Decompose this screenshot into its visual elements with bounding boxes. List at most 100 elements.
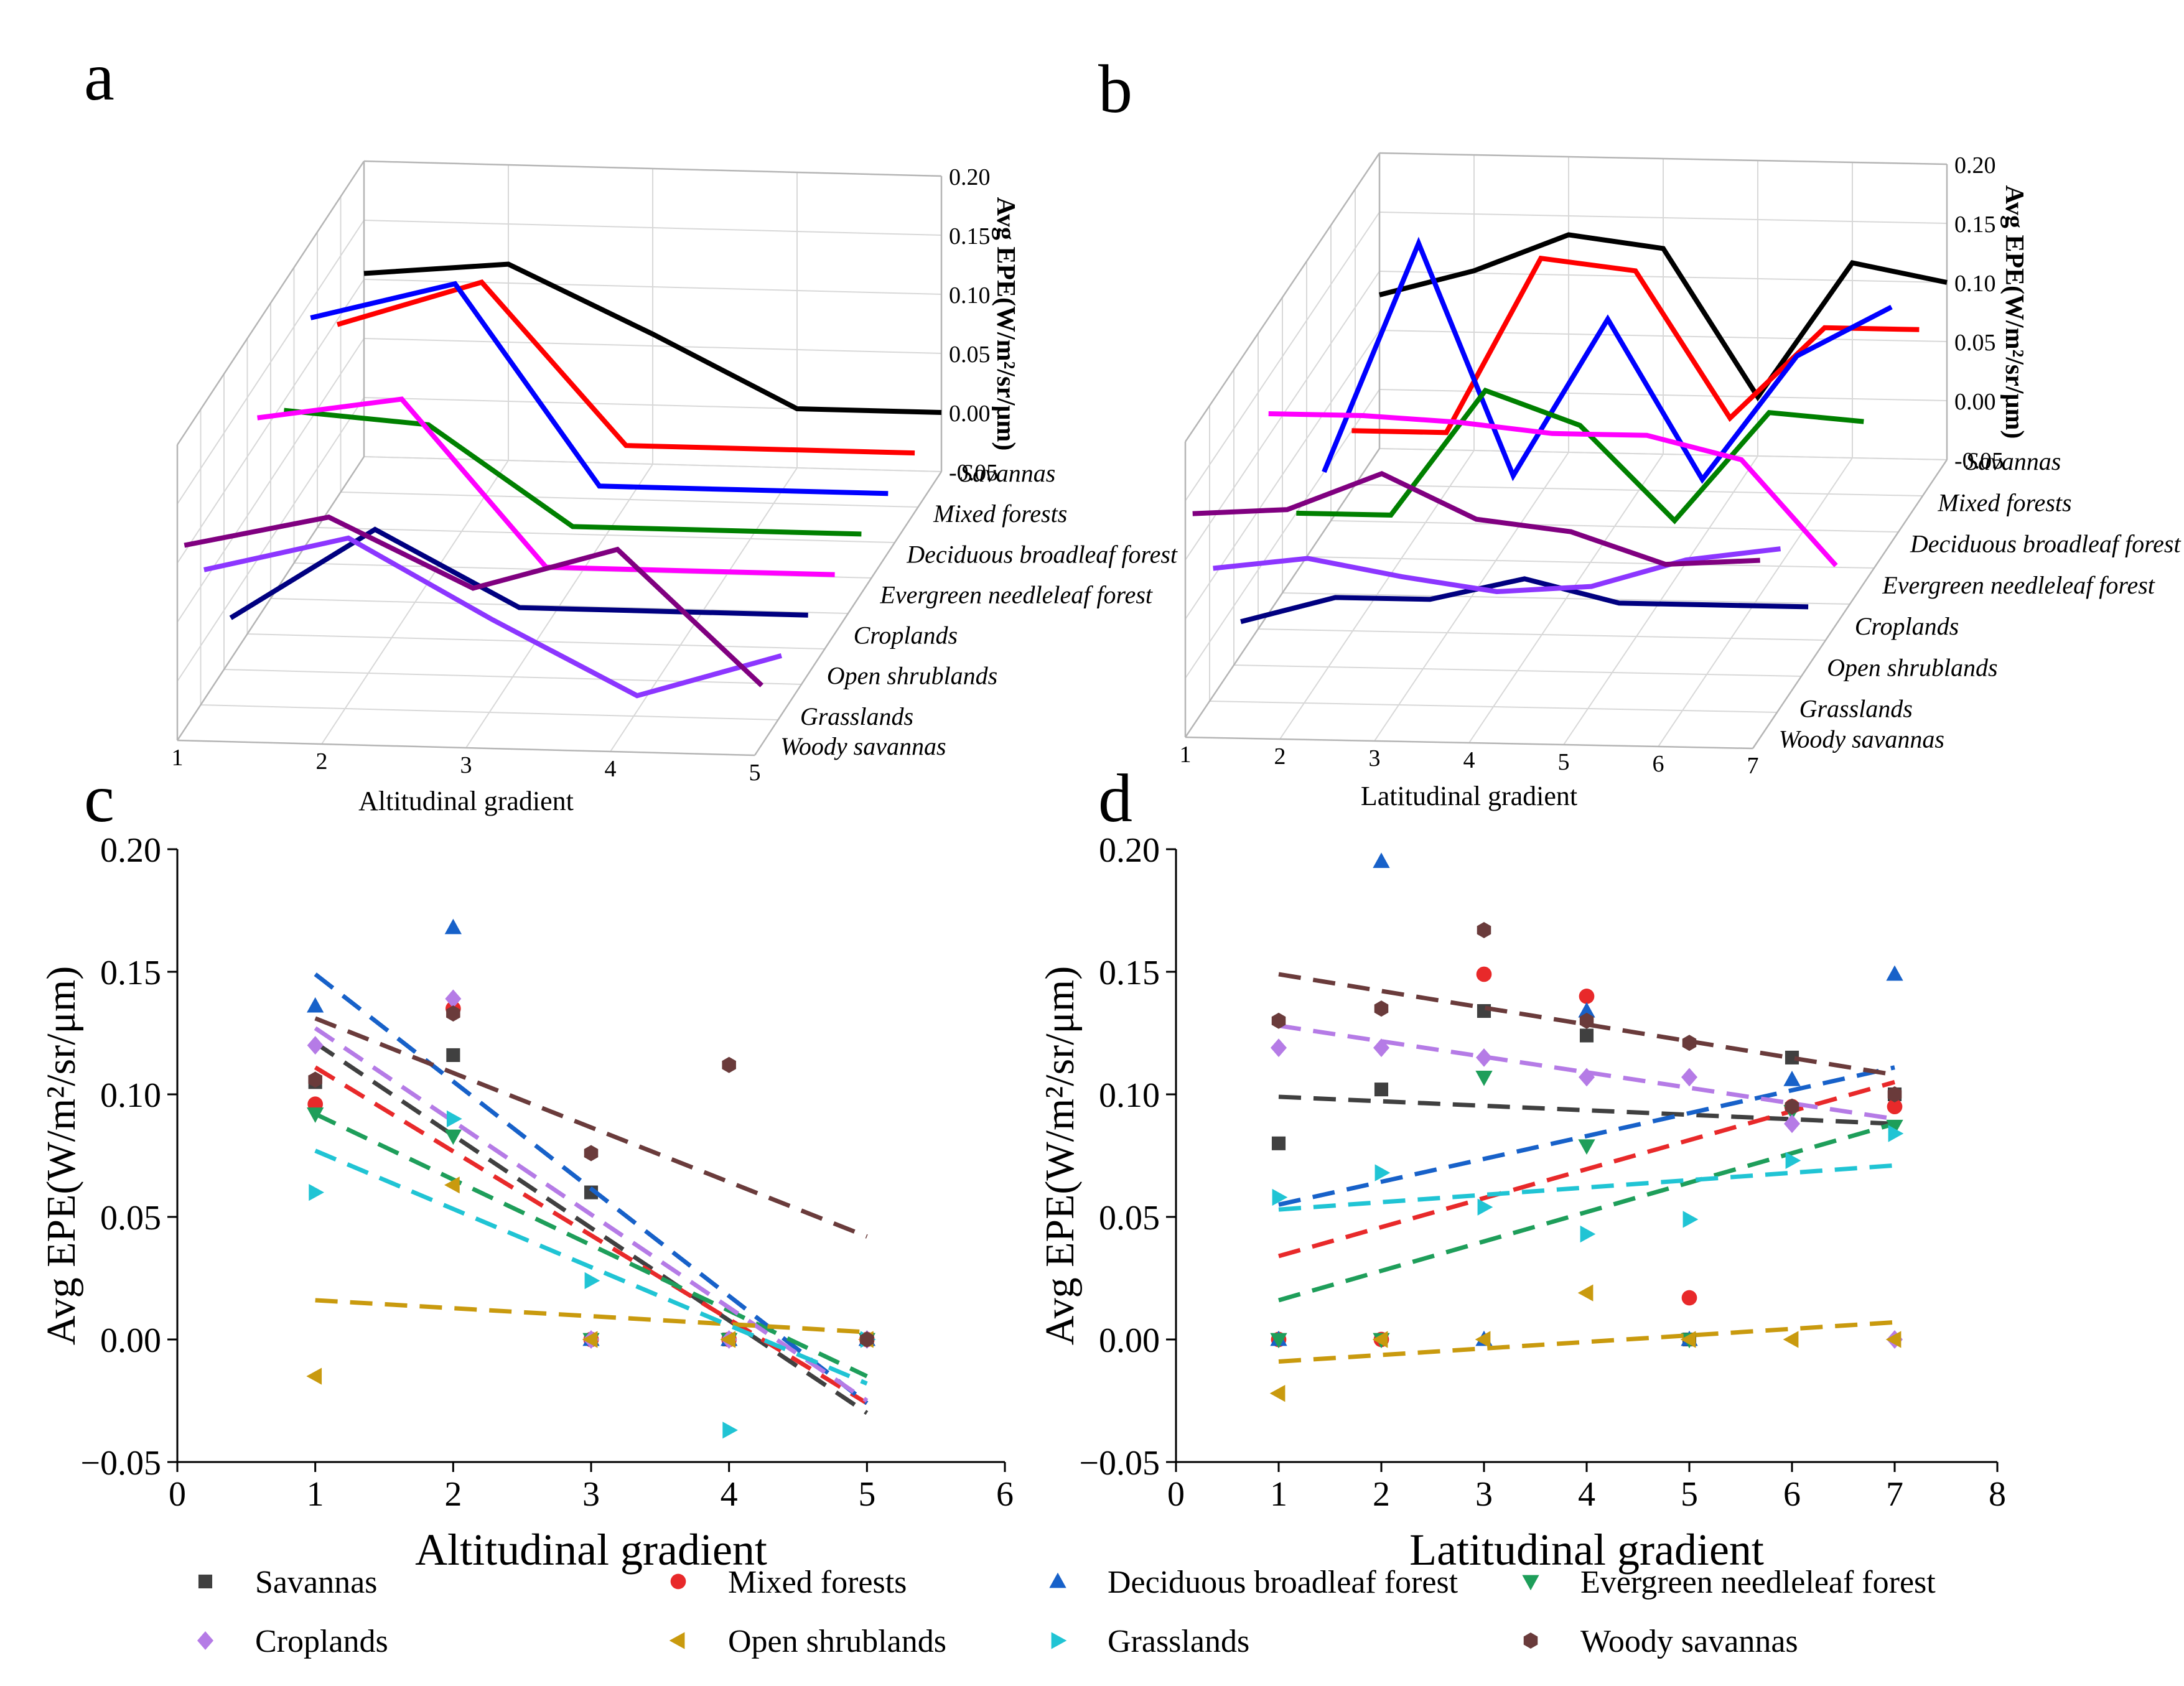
point-woody-savannas xyxy=(860,1331,874,1348)
point-grasslands xyxy=(1682,1211,1699,1228)
panel-label-a: a xyxy=(84,39,114,114)
z-tick-label: 0.05 xyxy=(1954,330,1996,356)
frame-edge xyxy=(1752,459,1948,749)
point-open-shrublands xyxy=(582,1331,598,1348)
point-woody-savannas xyxy=(1682,1035,1697,1051)
x-axis-label: Latitudinal gradient xyxy=(1409,1525,1764,1575)
point-deciduous-broadleaf-forest xyxy=(1783,1071,1801,1086)
z-tick-label: 0.05 xyxy=(949,342,991,368)
series-woody-savannas xyxy=(308,1005,874,1348)
depth-label-grasslands: Grasslands xyxy=(1799,695,1913,723)
x-axis-label: Latitudinal gradient xyxy=(1361,781,1577,811)
frame-b xyxy=(1184,152,1948,750)
x-tick-label: 1 xyxy=(172,745,184,771)
depth-label-croplands: Croplands xyxy=(854,622,958,650)
floor-grid-line xyxy=(200,704,778,720)
series-woody-savannas xyxy=(1271,922,1902,1115)
point-savannas xyxy=(1374,1083,1389,1097)
point-deciduous-broadleaf-forest xyxy=(1578,1002,1595,1018)
point-open-shrublands xyxy=(720,1331,736,1348)
point-woody-savannas xyxy=(1887,1086,1902,1102)
fit-line-savannas xyxy=(314,1041,869,1415)
line-savannas xyxy=(363,261,942,415)
line-mixed-forests xyxy=(1351,255,1920,435)
point-grasslands xyxy=(309,1183,324,1201)
panel-label-b: b xyxy=(1098,51,1132,127)
line-deciduous-broadleaf-forest xyxy=(310,281,889,496)
x-tick-label: 2 xyxy=(444,1475,462,1514)
floor-grid-line xyxy=(1355,484,1923,496)
z-axis-label: Avg EPE(W/m²/sr/μm) xyxy=(991,197,1020,451)
floor-grid-line xyxy=(1258,628,1826,641)
line-savannas xyxy=(1379,232,1948,402)
legend: Savannas Mixed forests Deciduous broadleaf… xyxy=(197,1565,1936,1659)
line-grasslands xyxy=(1213,546,1781,595)
point-croplands xyxy=(445,989,462,1008)
series-grasslands xyxy=(1272,1125,1904,1243)
x-tick-label: 1 xyxy=(1270,1475,1287,1514)
depth-label-woody-savannas: Woody savannas xyxy=(780,732,946,760)
frame-edge xyxy=(1379,152,1948,165)
x-tick-label: 3 xyxy=(460,752,472,778)
x-axis-label: Altitudinal gradient xyxy=(415,1525,767,1575)
fit-line-open-shrublands xyxy=(1278,1320,1895,1364)
x-tick-label: 4 xyxy=(1463,747,1475,773)
line-woody-savannas xyxy=(184,515,764,687)
y-tick-label: 0.15 xyxy=(100,954,161,992)
fit-line-grasslands xyxy=(314,1148,868,1386)
legend-marker-mixed-forests xyxy=(670,1573,686,1590)
x-tick-label: 3 xyxy=(582,1475,600,1514)
floor-grid-line xyxy=(223,669,802,685)
point-savannas xyxy=(1477,1004,1491,1018)
point-savannas xyxy=(1271,1136,1286,1150)
axes-d: 0 1 2 3 4 5 6 7 8 0.20 0.15 0.10 0.05 0.00 −0.05 Latitu… xyxy=(1037,831,2006,1575)
point-grasslands xyxy=(446,1110,462,1128)
point-savannas xyxy=(446,1048,460,1063)
fit-line-croplands xyxy=(314,1026,869,1403)
point-open-shrublands xyxy=(1680,1331,1696,1348)
depth-label-open-shrublands: Open shrublands xyxy=(827,662,997,690)
legend-label-deciduous-broadleaf-forest: Deciduous broadleaf forest xyxy=(1108,1565,1458,1600)
chart-c-scatter: 0 1 2 3 4 5 6 0.20 0.15 0.10 0.05 0.00 −0.05 Altitudi… xyxy=(39,831,1014,1575)
x-tick-label: 1 xyxy=(307,1475,324,1514)
fit-line-woody-savannas xyxy=(314,1016,868,1239)
point-open-shrublands xyxy=(444,1176,460,1194)
x-tick-label: 5 xyxy=(858,1475,875,1514)
depth-label-woody-savannas: Woody savannas xyxy=(1779,725,1944,753)
x-tick-label: 5 xyxy=(1558,749,1570,775)
legend-marker-grasslands xyxy=(1051,1632,1067,1649)
y-axis-label: Avg EPE(W/m²/sr/μm) xyxy=(1037,966,1083,1345)
point-grasslands xyxy=(722,1422,738,1439)
x-tick-label: 2 xyxy=(1373,1475,1390,1514)
point-deciduous-broadleaf-forest xyxy=(1886,965,1903,981)
x-tick-label: 0 xyxy=(1167,1475,1185,1514)
y-tick-label: 0.15 xyxy=(1099,954,1160,992)
line-open-shrublands xyxy=(1240,576,1809,625)
legend-marker-savannas xyxy=(198,1574,213,1589)
legend-label-mixed-forests: Mixed forests xyxy=(728,1565,907,1600)
depth-label-mixed-forests: Mixed forests xyxy=(933,500,1067,528)
x-tick-label: 7 xyxy=(1886,1475,1903,1514)
point-evergreen-needleleaf-forest xyxy=(1886,1119,1903,1135)
legend-label-evergreen-needleleaf-forest: Evergreen needleleaf forest xyxy=(1580,1565,1936,1600)
point-mixed-forests xyxy=(1476,966,1492,982)
point-croplands xyxy=(1784,1114,1800,1134)
z-tick-label: 0.15 xyxy=(949,223,991,249)
y-tick-label: 0.10 xyxy=(100,1076,161,1115)
point-woody-savannas xyxy=(446,1005,460,1022)
point-croplands xyxy=(1373,1038,1389,1058)
z-tick-label: 0.00 xyxy=(1954,389,1996,415)
depth-label-open-shrublands: Open shrublands xyxy=(1827,653,1997,681)
point-open-shrublands xyxy=(1269,1385,1286,1402)
fit-line-deciduous-broadleaf-forest xyxy=(314,972,869,1405)
series-open-shrublands xyxy=(1269,1284,1902,1402)
depth-label-savannas: Savannas xyxy=(960,459,1055,487)
point-mixed-forests xyxy=(1887,1099,1903,1115)
x-tick-label: 7 xyxy=(1747,753,1759,779)
point-grasslands xyxy=(584,1272,600,1290)
frame-edge xyxy=(1184,152,1381,442)
panel-label-d: d xyxy=(1098,760,1132,836)
x-tick-label: 5 xyxy=(749,760,761,786)
z-axis-label: Avg EPE(W/m²/sr/μm) xyxy=(2000,185,2028,439)
